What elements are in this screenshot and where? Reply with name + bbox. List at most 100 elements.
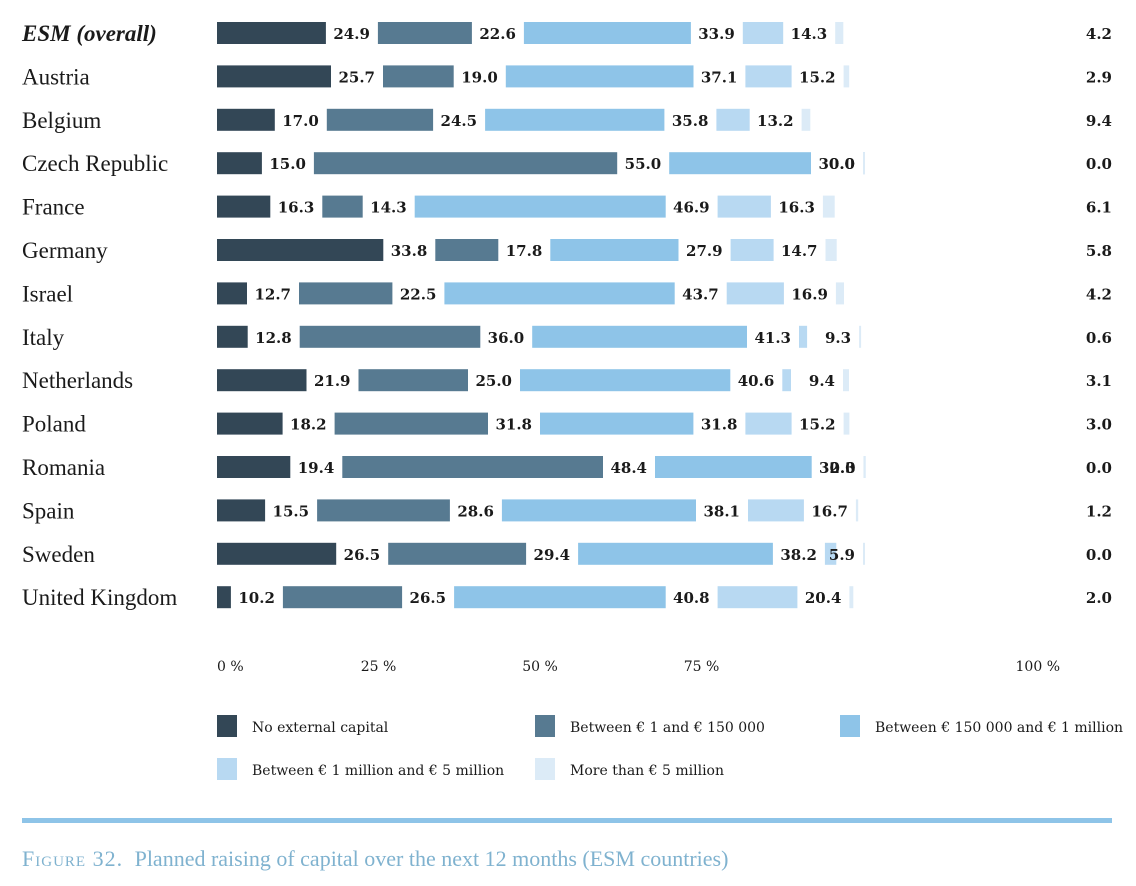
legend: No external capital Between € 1 and € 150… xyxy=(217,715,1123,780)
category-label-czech-republic: Czech Republic xyxy=(22,151,168,176)
value-label-netherlands-series-3: 40.6 xyxy=(738,372,775,390)
bar-belgium-series-2 xyxy=(326,108,434,131)
value-label-czech-republic-series-5: 0.0 xyxy=(1086,155,1112,173)
bar-netherlands-series-3 xyxy=(520,369,731,392)
value-label-italy-series-3: 41.3 xyxy=(754,329,791,347)
value-label-romania-series-2: 48.4 xyxy=(610,459,647,477)
category-label-netherlands: Netherlands xyxy=(22,368,133,393)
bar-germany-series-3 xyxy=(550,239,679,261)
value-label-spain-series-5: 1.2 xyxy=(1086,502,1112,520)
value-label-belgium-series-4: 13.2 xyxy=(757,112,794,130)
value-label-israel-series-3: 43.7 xyxy=(682,285,719,303)
category-label-belgium: Belgium xyxy=(22,108,101,133)
bar-spain-series-4 xyxy=(748,499,804,522)
value-label-spain-series-2: 28.6 xyxy=(457,502,494,520)
bar-sweden-series-4 xyxy=(824,542,837,565)
bar-poland-series-2 xyxy=(334,412,488,435)
bar-israel-series-3 xyxy=(444,282,675,305)
value-label-israel-series-5: 4.2 xyxy=(1086,285,1112,303)
value-label-spain-series-4: 16.7 xyxy=(811,502,848,520)
value-label-belgium-series-1: 17.0 xyxy=(282,112,319,130)
bar-spain-series-1 xyxy=(217,499,266,522)
bar-united-kingdom-series-1 xyxy=(217,586,231,609)
bar-austria-series-4 xyxy=(745,65,792,88)
legend-swatch-5 xyxy=(535,758,555,780)
value-label-romania-series-1: 19.4 xyxy=(298,459,335,477)
bar-sweden-series-3 xyxy=(578,542,773,565)
value-label-france-series-3: 46.9 xyxy=(673,199,710,217)
bar-austria-series-2 xyxy=(383,65,454,88)
bar-spain-series-5 xyxy=(855,499,859,522)
category-label-israel: Israel xyxy=(22,281,73,306)
legend-label-2: Between € 1 and € 150 000 xyxy=(570,720,765,736)
bar-united-kingdom-series-5 xyxy=(849,586,854,609)
value-label-united-kingdom-series-1: 10.2 xyxy=(238,589,275,607)
value-label-belgium-series-5: 9.4 xyxy=(1086,112,1112,130)
value-label-esm-overall-series-4: 14.3 xyxy=(791,25,828,43)
value-label-israel-series-4: 16.9 xyxy=(791,285,828,303)
value-label-belgium-series-3: 35.8 xyxy=(672,112,709,130)
bar-italy-series-5 xyxy=(859,325,862,348)
bar-italy-series-3 xyxy=(532,325,747,348)
bar-netherlands-series-1 xyxy=(217,369,307,392)
value-label-esm-overall-series-1: 24.9 xyxy=(333,25,370,43)
bar-czech-republic-series-1 xyxy=(217,152,262,175)
bar-czech-republic-series-2 xyxy=(313,152,618,175)
category-label-spain: Spain xyxy=(22,498,75,523)
bar-germany-series-1 xyxy=(217,239,384,261)
bar-esm-overall-series-1 xyxy=(217,22,326,44)
category-label-sweden: Sweden xyxy=(22,542,95,567)
value-label-germany-series-5: 5.8 xyxy=(1086,242,1112,260)
bar-netherlands-series-2 xyxy=(358,369,468,392)
category-label-united-kingdom: United Kingdom xyxy=(22,585,177,610)
bar-austria-series-5 xyxy=(843,65,850,88)
value-label-israel-series-1: 12.7 xyxy=(254,285,291,303)
bar-germany-series-5 xyxy=(825,239,837,261)
bar-italy-series-4 xyxy=(799,325,808,348)
value-label-france-series-5: 6.1 xyxy=(1086,199,1112,217)
value-label-sweden-series-3: 38.2 xyxy=(780,546,817,564)
legend-swatch-2 xyxy=(535,715,555,737)
value-label-esm-overall-series-2: 22.6 xyxy=(479,25,516,43)
figure-caption: Figure 32. Planned raising of capital ov… xyxy=(22,846,728,871)
value-label-austria-series-3: 37.1 xyxy=(701,68,738,86)
bar-france-series-4 xyxy=(717,195,771,218)
bar-czech-republic-series-5 xyxy=(863,152,865,175)
bar-united-kingdom-series-3 xyxy=(454,586,666,609)
value-label-netherlands-series-4: 9.4 xyxy=(809,372,835,390)
value-label-austria-series-5: 2.9 xyxy=(1086,68,1112,86)
category-label-italy: Italy xyxy=(22,325,65,350)
value-label-spain-series-3: 38.1 xyxy=(703,502,740,520)
bar-spain-series-2 xyxy=(317,499,450,522)
bar-sweden-series-1 xyxy=(217,542,337,565)
bar-sweden-series-5 xyxy=(863,542,865,565)
bar-romania-series-5 xyxy=(863,456,866,478)
value-label-germany-series-4: 14.7 xyxy=(781,242,818,260)
bar-poland-series-3 xyxy=(540,412,694,435)
bars-layer: 24.9 22.6 33.9 14.3 4.2 25.7 19.0 37.1 15.2 2.9 17… xyxy=(217,22,1112,609)
legend-label-4: Between € 1 million and € 5 million xyxy=(252,763,504,779)
value-label-austria-series-1: 25.7 xyxy=(338,68,375,86)
bar-netherlands-series-5 xyxy=(843,369,849,392)
value-label-sweden-series-1: 26.5 xyxy=(344,546,381,564)
bar-germany-series-4 xyxy=(730,239,774,261)
bar-poland-series-5 xyxy=(843,412,850,435)
value-label-esm-overall-series-3: 33.9 xyxy=(698,25,735,43)
bar-germany-series-2 xyxy=(435,239,499,261)
bar-united-kingdom-series-2 xyxy=(282,586,403,609)
bar-israel-series-5 xyxy=(835,282,844,305)
value-label-netherlands-series-1: 21.9 xyxy=(314,372,351,390)
x-tick-100: 100 % xyxy=(1016,659,1060,675)
bar-poland-series-4 xyxy=(745,412,792,435)
bar-israel-series-2 xyxy=(299,282,393,305)
legend-label-3: Between € 150 000 and € 1 million xyxy=(875,720,1123,736)
bar-austria-series-3 xyxy=(505,65,694,88)
value-label-sweden-series-4: 5.9 xyxy=(829,546,855,564)
value-label-austria-series-4: 15.2 xyxy=(799,68,836,86)
value-label-germany-series-3: 27.9 xyxy=(686,242,723,260)
value-label-sweden-series-5: 0.0 xyxy=(1086,546,1112,564)
legend-label-5: More than € 5 million xyxy=(570,763,724,779)
bar-netherlands-series-4 xyxy=(782,369,791,392)
value-label-czech-republic-series-2: 55.0 xyxy=(625,155,662,173)
value-label-czech-republic-series-1: 15.0 xyxy=(269,155,306,173)
